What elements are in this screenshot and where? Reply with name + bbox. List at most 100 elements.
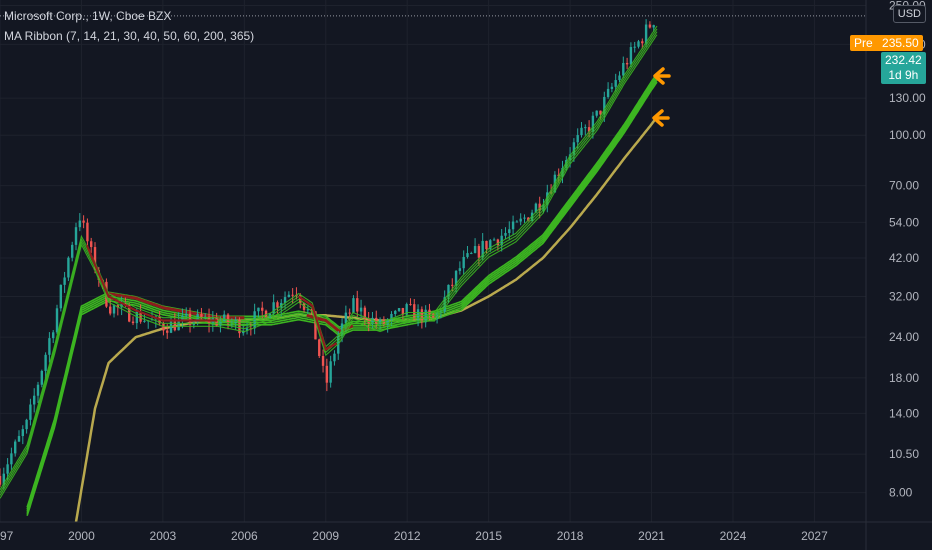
candle-body: [253, 311, 256, 329]
y-tick-label: 8.00: [889, 486, 913, 500]
candle-body: [2, 473, 6, 485]
candle-body: [291, 294, 294, 296]
candle-body: [580, 127, 583, 136]
candle-body: [36, 384, 40, 396]
candle-body: [257, 307, 260, 312]
ma-mid-line: [26, 73, 658, 508]
candle-body: [226, 314, 230, 324]
y-tick-label: 130.00: [889, 91, 926, 105]
y-tick-label: 70.00: [889, 179, 919, 193]
candle-body: [519, 218, 522, 222]
chart-title[interactable]: Microsoft Corp., 1W, Cboe BZX: [4, 9, 172, 23]
candle-body: [261, 307, 264, 311]
candle-body: [135, 311, 139, 324]
candle-body: [595, 110, 598, 116]
candle-body: [633, 46, 636, 48]
candle-body: [375, 317, 378, 324]
y-tick-label: 14.00: [889, 406, 919, 420]
arrow-annotations: [652, 67, 671, 127]
candle-body: [637, 41, 640, 47]
candle-body: [131, 321, 135, 324]
candle-body: [245, 328, 249, 331]
candle-body: [447, 284, 450, 298]
candle-body: [143, 320, 146, 322]
candle-body: [276, 302, 279, 308]
candle-body: [610, 86, 614, 89]
candle-body: [401, 308, 405, 315]
candle-body: [173, 320, 177, 331]
candle-body: [63, 277, 66, 285]
candle-body: [74, 227, 78, 245]
candle-body: [466, 253, 469, 257]
candle-body: [496, 239, 500, 246]
pre-value: 235.50: [882, 36, 919, 50]
candle-body: [492, 239, 496, 241]
candle-body: [622, 62, 625, 76]
candle-body: [139, 311, 142, 322]
candle-body: [435, 313, 439, 319]
currency-button[interactable]: USD: [892, 5, 926, 23]
candle-body: [200, 314, 203, 319]
pre-market-tag: Pre 235.50: [850, 35, 923, 51]
x-tick-label: 2012: [394, 529, 421, 543]
candle-body: [359, 307, 363, 312]
candle-body: [629, 47, 633, 65]
candle-body: [162, 323, 165, 331]
candle-body: [599, 110, 602, 115]
candle-body: [223, 314, 226, 322]
candle-body: [48, 338, 51, 355]
candle-body: [337, 335, 340, 354]
candle-body: [424, 309, 427, 323]
candle-body: [299, 294, 302, 304]
pre-label: Pre: [854, 36, 873, 50]
candle-body: [489, 240, 492, 250]
indicator-legend[interactable]: MA Ribbon (7, 14, 21, 30, 40, 50, 60, 20…: [4, 29, 255, 43]
candle-body: [409, 304, 412, 306]
y-tick-label: 42.00: [889, 251, 919, 265]
candle-body: [177, 319, 180, 331]
candle-body: [413, 304, 416, 320]
ma-short-bear-segment: [85, 244, 218, 322]
candle-body: [52, 332, 55, 339]
candle-body: [511, 221, 515, 230]
candle-body: [14, 441, 17, 454]
candle-body: [454, 270, 458, 286]
candle-body: [618, 75, 621, 81]
candle-body: [112, 305, 116, 314]
candle-body: [508, 229, 511, 233]
y-tick-label: 10.50: [889, 447, 919, 461]
candle-body: [568, 154, 572, 161]
candle-body: [523, 217, 526, 219]
candle-body: [614, 80, 617, 87]
candle-body: [348, 312, 351, 314]
candle-body: [185, 313, 188, 316]
candle-body: [109, 306, 112, 314]
candle-body: [432, 314, 435, 319]
candle-body: [333, 353, 336, 362]
ma-short-line: [0, 34, 658, 499]
ma-mid-bear-segment: [108, 292, 245, 320]
candle-body: [356, 298, 359, 312]
candle-body: [644, 24, 648, 44]
ma-short-bear-segment: [297, 295, 338, 352]
candle-body: [485, 240, 488, 250]
x-tick-label: 2000: [68, 529, 95, 543]
candle-body: [325, 365, 329, 383]
candles: [0, 19, 655, 490]
x-tick-label: 2027: [801, 529, 828, 543]
candle-body: [329, 361, 332, 383]
candle-body: [504, 232, 507, 236]
candle-body: [82, 220, 85, 223]
candle-body: [648, 24, 652, 28]
candle-body: [78, 220, 82, 228]
y-tick-label: 24.00: [889, 330, 919, 344]
last-price-value: 232.42: [885, 53, 922, 67]
candle-body: [44, 354, 47, 371]
y-tick-label: 18.00: [889, 371, 919, 385]
y-tick-label: 54.00: [889, 215, 919, 229]
candle-body: [344, 312, 348, 324]
candle-body: [17, 436, 21, 442]
candle-body: [21, 429, 25, 437]
x-tick-label: 2024: [720, 529, 747, 543]
